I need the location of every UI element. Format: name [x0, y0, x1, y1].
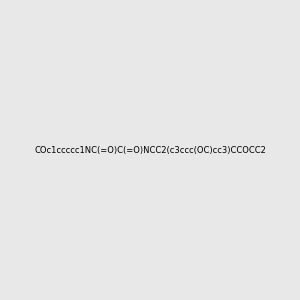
Text: COc1ccccc1NC(=O)C(=O)NCC2(c3ccc(OC)cc3)CCOCC2: COc1ccccc1NC(=O)C(=O)NCC2(c3ccc(OC)cc3)C… — [34, 146, 266, 154]
